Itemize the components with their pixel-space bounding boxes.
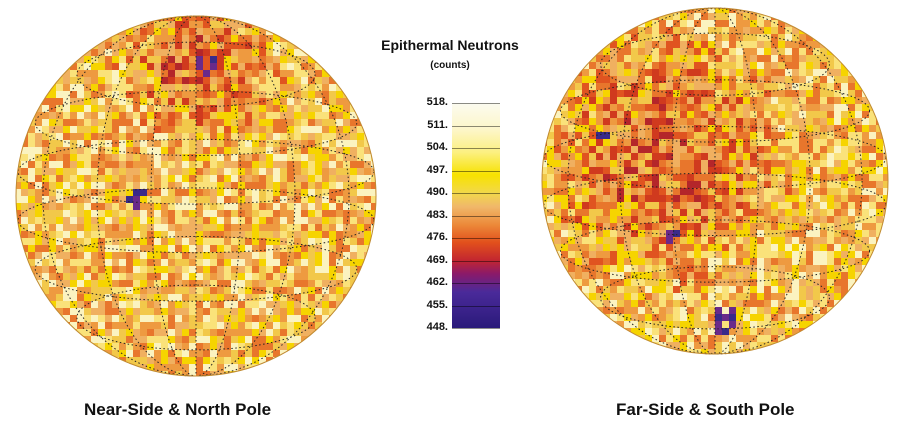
legend-tick-line	[452, 260, 500, 262]
near-side-north-pole-map	[15, 15, 377, 377]
legend-tick-line	[452, 215, 500, 217]
legend-tick-label: 476.	[426, 231, 448, 243]
color-scale-bar	[452, 103, 500, 328]
legend-tick-label: 504.	[426, 141, 448, 153]
legend-tick-line	[452, 238, 500, 239]
legend-tick-label: 490.	[426, 186, 448, 198]
legend-tick-line	[452, 305, 500, 307]
legend-tick-label: 483.	[426, 208, 448, 221]
legend-tick-label: 511.	[427, 118, 448, 131]
legend-tick-label: 462.	[426, 276, 448, 288]
legend-tick-line	[452, 328, 500, 329]
legend-tick-label: 448.	[426, 321, 448, 333]
legend-tick-label: 497.	[426, 163, 448, 176]
legend-tick-line	[452, 193, 500, 194]
near-side-caption: Near-Side & North Pole	[84, 400, 272, 419]
far-side-south-pole-map	[541, 7, 889, 355]
legend-tick-label: 455.	[426, 298, 448, 311]
legend-tick-label: 518.	[426, 96, 448, 108]
legend-tick-line	[452, 125, 500, 127]
legend-tick-line	[452, 170, 500, 172]
legend-tick-label: 469.	[426, 253, 448, 266]
legend-units: (counts)	[430, 60, 470, 71]
legend-tick-line	[452, 283, 500, 284]
far-side-caption: Far-Side & South Pole	[616, 400, 795, 419]
legend-tick-line	[452, 148, 500, 149]
legend-title: Epithermal Neutrons	[381, 37, 519, 53]
legend-tick-line	[452, 103, 500, 104]
